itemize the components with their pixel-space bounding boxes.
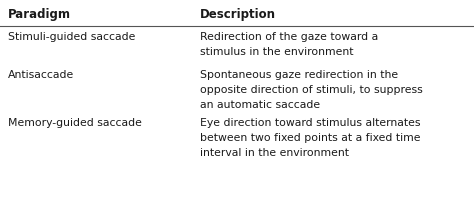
Text: Eye direction toward stimulus alternates
between two fixed points at a fixed tim: Eye direction toward stimulus alternates… [200, 118, 420, 158]
Text: Memory-guided saccade: Memory-guided saccade [8, 118, 142, 128]
Text: Description: Description [200, 8, 276, 21]
Text: Redirection of the gaze toward a
stimulus in the environment: Redirection of the gaze toward a stimulu… [200, 32, 378, 57]
Text: Antisaccade: Antisaccade [8, 70, 74, 80]
Text: Stimuli-guided saccade: Stimuli-guided saccade [8, 32, 136, 42]
Text: Paradigm: Paradigm [8, 8, 71, 21]
Text: Spontaneous gaze redirection in the
opposite direction of stimuli, to suppress
a: Spontaneous gaze redirection in the oppo… [200, 70, 423, 110]
